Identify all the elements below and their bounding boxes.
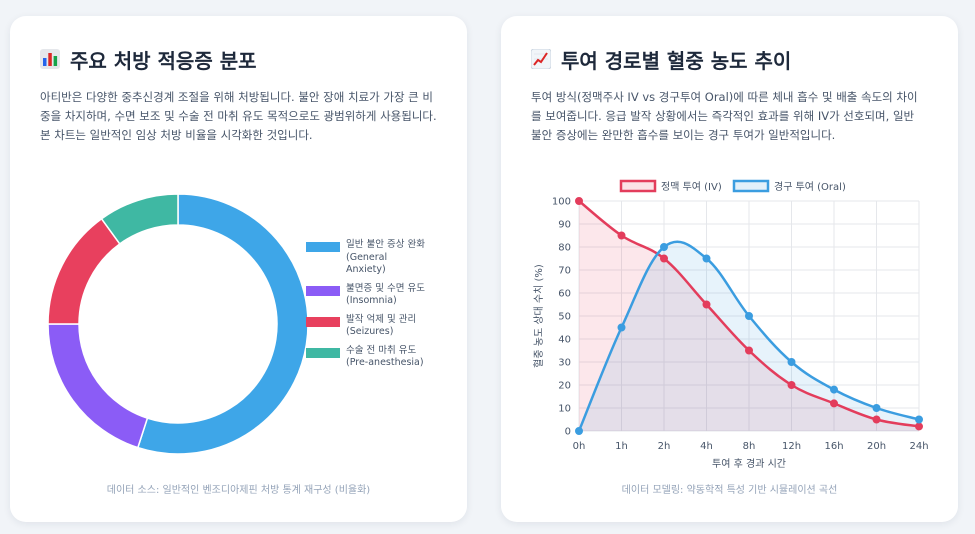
data-point[interactable] [702,254,711,263]
legend-label: 일반 불안 증상 완화 (General Anxiety) [346,239,425,275]
data-point[interactable] [830,385,838,394]
data-point[interactable] [660,254,668,263]
x-tick-label: 24h [909,441,928,452]
y-tick-label: 40 [558,335,571,346]
legend-item[interactable]: 일반 불안 증상 완화 (General Anxiety) [306,239,456,277]
y-tick-label: 80 [558,243,571,254]
data-point[interactable] [830,399,838,408]
y-tick-label: 90 [558,220,571,231]
data-point[interactable] [617,231,626,240]
indication-card-description: 아티반은 다양한 중추신경계 조절을 위해 처방됩니다. 불안 장애 치료가 가… [40,90,437,142]
x-tick-label: 4h [700,441,713,452]
concentration-data-source: 데이터 모델링: 약동학적 특성 기반 시뮬레이션 곡선 [621,485,838,496]
concentration-line-chart: 0 10 20 30 40 50 60 70 80 90 100 0h 1h 2h 4h 8h 12h 16h 20… [532,179,929,469]
data-point[interactable] [872,415,881,424]
legend-label: 경구 투여 (Oral) [774,180,846,193]
data-point[interactable] [617,323,626,332]
legend-item[interactable]: 발작 억제 및 관리 (Seizures) [306,314,456,339]
data-point[interactable] [787,358,796,366]
legend-item[interactable]: 정맥 투여 (IV) [619,179,722,193]
legend-swatch [306,316,340,327]
y-tick-label: 10 [558,404,571,415]
doughnut-slice[interactable] [100,193,179,245]
series-area [579,241,919,431]
x-tick-label: 0h [573,441,586,452]
legend-swatch [306,285,340,296]
y-tick-label: 30 [558,358,571,369]
data-point[interactable] [872,404,881,412]
x-tick-label: 8h [743,441,756,452]
indication-card: 주요 처방 적응증 분포 아티반은 다양한 중추신경계 조절을 위해 처방됩니다… [10,16,467,522]
data-point[interactable] [745,312,753,320]
legend-label: 발작 억제 및 관리 (Seizures) [346,313,417,338]
x-tick-label: 16h [824,441,843,452]
indication-card-title-text: 주요 처방 적응증 분포 [70,48,257,73]
y-tick-label: 20 [558,381,571,392]
indication-chart-legend: 일반 불안 증상 완화 (General Anxiety) 불면증 및 수면 유도 (I… [306,239,456,376]
data-point[interactable] [915,422,923,431]
legend-label: 수술 전 마취 유도 (Pre-anesthesia) [346,344,424,369]
data-point[interactable] [915,415,923,424]
doughnut-slice[interactable] [47,323,149,449]
legend-label: 불면증 및 수면 유도 (Insomnia) [346,282,425,307]
legend-swatch [732,179,770,193]
concentration-card-title-text: 투여 경로별 혈중 농도 추이 [561,48,792,73]
data-point[interactable] [702,300,711,309]
data-point[interactable] [575,197,583,205]
y-tick-label: 0 [565,427,571,438]
legend-swatch [306,347,340,358]
concentration-card-description: 투여 방식(정맥주사 IV vs 경구투여 Oral)에 따른 체내 흡수 및 … [531,90,918,142]
doughnut-slice[interactable] [47,217,121,325]
y-tick-label: 100 [552,197,571,208]
y-tick-label: 60 [558,289,571,300]
indication-data-source: 데이터 소스: 일반적인 벤조디아제핀 처방 통계 재구성 (비율화) [106,485,371,496]
indication-doughnut-chart [47,193,309,455]
x-tick-label: 1h [615,441,628,452]
legend-swatch [619,179,657,193]
x-tick-label: 2h [658,441,671,452]
legend-label: 정맥 투여 (IV) [661,181,722,193]
bar-chart-icon [40,49,60,69]
x-tick-label: 20h [867,441,886,452]
legend-item[interactable]: 불면증 및 수면 유도 (Insomnia) [306,283,456,308]
line-chart-icon [531,49,551,69]
doughnut-slice[interactable] [136,193,309,455]
y-axis-title: 혈중 농도 상대 수치 (%) [532,264,545,368]
concentration-card-title: 투여 경로별 혈중 농도 추이 [531,44,928,74]
indication-card-title: 주요 처방 적응증 분포 [40,44,437,74]
data-point[interactable] [787,381,796,389]
y-tick-label: 50 [558,312,571,323]
concentration-card: 투여 경로별 혈중 농도 추이 투여 방식(정맥주사 IV vs 경구투여 Or… [501,16,958,522]
data-point[interactable] [660,243,668,251]
data-point[interactable] [745,346,753,355]
x-tick-label: 12h [782,441,801,452]
legend-item[interactable]: 경구 투여 (Oral) [732,179,846,193]
legend-item[interactable]: 수술 전 마취 유도 (Pre-anesthesia) [306,345,456,370]
x-axis-title: 투여 후 경과 시간 [712,457,786,469]
legend-swatch [306,242,340,252]
y-tick-label: 70 [558,266,571,277]
data-point[interactable] [575,427,583,435]
